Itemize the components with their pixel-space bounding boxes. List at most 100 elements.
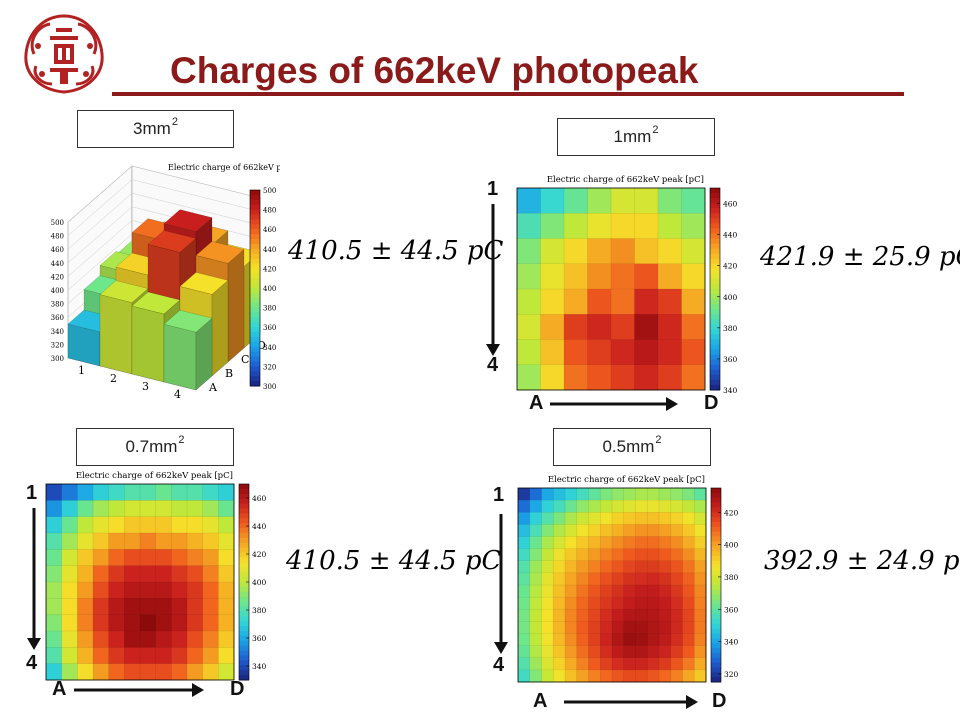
heatmap-cell — [155, 598, 172, 615]
colorbar-segment — [711, 488, 721, 494]
heatmap-cell — [576, 572, 589, 586]
colorbar-tick-label: 340 — [724, 638, 739, 647]
heatmap-cell — [77, 614, 94, 632]
colorbar-segment — [250, 204, 260, 211]
size-label-sup: 2 — [178, 434, 185, 446]
col-start-label: A — [52, 678, 67, 700]
axis-arrows-0.5mm — [494, 514, 698, 709]
heatmap-cell — [541, 597, 554, 610]
heatmap-cell — [564, 339, 588, 366]
heatmap-cell — [612, 524, 625, 537]
heatmap-cell — [553, 500, 566, 513]
heatmap-cell — [77, 663, 94, 681]
colorbar-segment — [710, 359, 720, 366]
heatmap-cell — [518, 657, 531, 671]
colorbar-segment — [711, 560, 721, 567]
heatmap-cell — [694, 560, 707, 574]
heatmap-cell — [612, 536, 625, 549]
heatmap-cell — [108, 647, 125, 664]
heatmap-cell — [682, 572, 695, 586]
z-tick-label: 500 — [51, 219, 64, 227]
heatmap-cell — [108, 484, 125, 501]
z-tick-label: 460 — [51, 246, 64, 254]
heatmap-cell — [171, 663, 188, 681]
size-label-text: 0.5mm — [602, 437, 655, 456]
colorbar-segment — [250, 302, 260, 309]
bar-face-right — [227, 248, 245, 363]
colorbar-tick-label: 360 — [723, 355, 738, 364]
heatmap-cell — [202, 500, 219, 517]
colorbar-segment — [239, 542, 249, 549]
heatmap-cell — [517, 289, 541, 315]
chart-title: Electric charge of 662keV peak [pC] — [168, 163, 280, 172]
colorbar-segment — [239, 631, 249, 637]
colorbar-segment — [710, 289, 720, 295]
col-end-label: D — [230, 678, 245, 700]
heatmap-cell — [623, 548, 636, 562]
heatmap-cell — [576, 500, 589, 513]
size-label-sup: 2 — [652, 124, 659, 136]
colorbar-segment — [711, 517, 721, 523]
heatmap-1mm: Electric charge of 662keV peak [pC] 340 36… — [515, 172, 755, 394]
bar-face-left — [163, 323, 197, 391]
heatmap-cell — [694, 512, 707, 525]
heatmap-cell — [553, 572, 566, 586]
heatmap-cell — [108, 516, 125, 534]
plot-frame — [45, 483, 235, 681]
heatmap-cell — [611, 339, 635, 366]
heatmap-cell — [635, 512, 648, 525]
heatmap-cell — [659, 500, 672, 513]
heatmap-cell — [541, 621, 554, 634]
heatmap-cell — [647, 609, 660, 622]
heatmap-cell — [553, 488, 566, 501]
heatmap-cell — [635, 633, 648, 646]
heatmap-cell — [540, 213, 565, 239]
colorbar-segment — [710, 324, 720, 330]
heatmap-cell — [576, 585, 589, 598]
heatmap-cell — [682, 657, 695, 671]
heatmap-cell — [681, 238, 706, 265]
heatmap-cell — [565, 585, 578, 598]
heatmap-cell — [681, 213, 706, 239]
heatmap-cell — [694, 597, 707, 610]
heatmap-cell — [517, 238, 541, 265]
heatmap-cell — [218, 565, 235, 583]
row-end-label: 4 — [493, 654, 505, 676]
colorbar-segment — [250, 209, 260, 215]
colorbar-segment — [711, 585, 721, 591]
heatmap-cell — [124, 647, 141, 664]
heatmap-cell — [540, 339, 565, 366]
heatmap-cell — [694, 609, 707, 622]
heatmap-cell — [694, 548, 707, 562]
colorbar-segment — [239, 645, 249, 652]
colorbar-segment — [711, 672, 721, 678]
heatmap-cell — [600, 512, 613, 525]
bar-face-top — [195, 241, 245, 264]
heatmap-cell — [623, 621, 636, 634]
colorbar-segment — [250, 243, 260, 250]
heatmap-cell — [611, 263, 635, 290]
colorbar-segment — [239, 660, 249, 666]
heatmap-cell — [517, 213, 541, 239]
colorbar-segment — [239, 596, 249, 603]
heatmap-cell — [647, 572, 660, 586]
colorbar-segment — [711, 502, 721, 508]
heatmap-cell — [694, 633, 707, 646]
size-label-text: 1mm — [613, 127, 652, 146]
heatmap-cell — [124, 565, 141, 583]
colorbar-segment — [239, 665, 249, 671]
heatmap-cell — [93, 484, 109, 501]
heatmap-cell — [46, 516, 62, 534]
heatmap-cell — [124, 516, 141, 534]
colorbar-segment — [250, 268, 260, 274]
heatmap-cell — [576, 633, 589, 646]
heatmap-cell — [612, 633, 625, 646]
heatmap-cell — [659, 585, 672, 598]
heatmap-cell — [61, 549, 78, 566]
colorbar-segment — [239, 606, 249, 612]
colorbar-tick-label: 320 — [263, 363, 276, 371]
heatmap-cell — [218, 484, 235, 501]
heatmap-cell — [565, 657, 578, 671]
heatmap-cell — [588, 597, 601, 610]
heatmap-cell — [124, 549, 141, 566]
